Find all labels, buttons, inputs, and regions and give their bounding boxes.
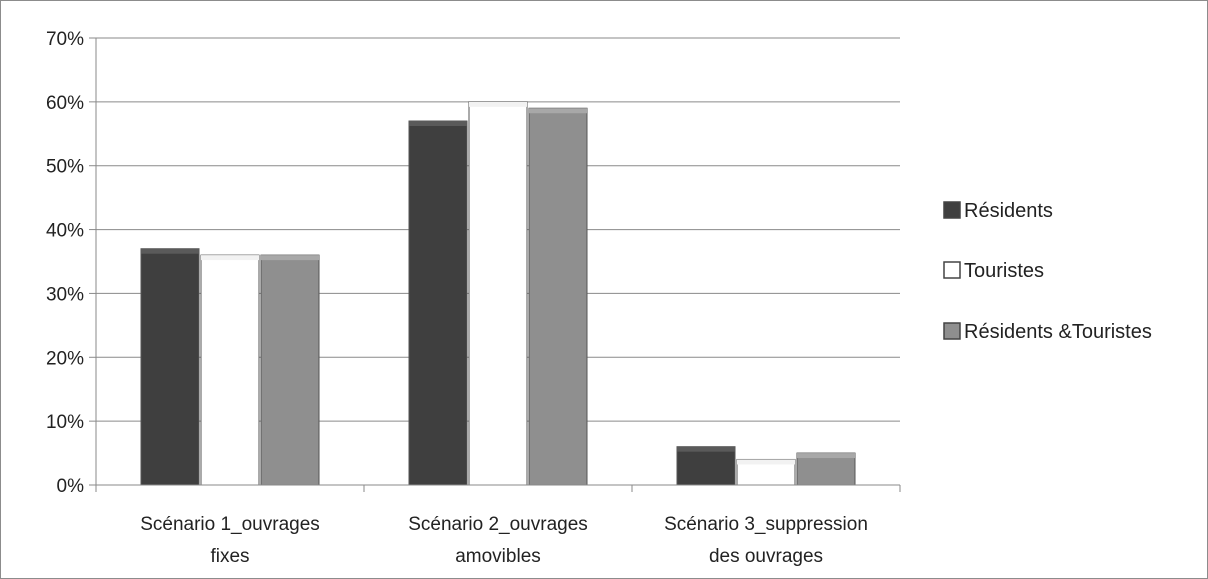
bar — [468, 101, 528, 486]
bar — [140, 248, 200, 486]
legend-label: Touristes — [964, 260, 1044, 282]
category-label: amovibles — [455, 546, 541, 567]
legend-swatch — [943, 201, 961, 219]
legend-swatch — [943, 261, 961, 279]
bar-bevel — [141, 248, 199, 254]
legend-label: Résidents &Touristes — [964, 321, 1152, 343]
bar-bevel — [797, 453, 855, 459]
bars — [140, 101, 856, 486]
y-tick-label: 70% — [46, 29, 84, 50]
bar-bevel — [409, 121, 467, 127]
y-tick-label: 50% — [46, 157, 84, 178]
y-tick-label: 10% — [46, 412, 84, 433]
bar — [676, 446, 736, 486]
bar — [200, 254, 260, 486]
bar — [528, 107, 588, 486]
y-tick-label: 0% — [57, 476, 85, 497]
y-tick-label: 20% — [46, 348, 84, 369]
category-label: Scénario 1_ouvrages — [140, 514, 320, 535]
bar — [796, 452, 856, 486]
category-label: des ouvrages — [709, 546, 823, 567]
bar-bevel — [261, 255, 319, 261]
bar — [408, 120, 468, 486]
y-tick-label: 60% — [46, 93, 84, 114]
legend-label: Résidents — [964, 200, 1053, 222]
legend-swatch — [943, 322, 961, 340]
category-label: Scénario 3_suppression — [664, 514, 868, 535]
bar-bevel — [201, 255, 259, 261]
bar-bevel — [529, 108, 587, 114]
bar-bevel — [469, 101, 527, 107]
y-tick-label: 30% — [46, 284, 84, 305]
axes: 0% 10% 20% 30% 40% 50% 60% 70% Scénario 1_ouvrag… — [46, 29, 901, 567]
bar-bevel — [677, 446, 735, 452]
bar-bevel — [737, 459, 795, 465]
category-label: Scénario 2_ouvrages — [408, 514, 588, 535]
bar — [260, 254, 320, 486]
legend: Résidents Touristes Résidents &Touristes — [943, 200, 1152, 343]
y-tick-label: 40% — [46, 221, 84, 242]
category-label: fixes — [210, 546, 249, 567]
